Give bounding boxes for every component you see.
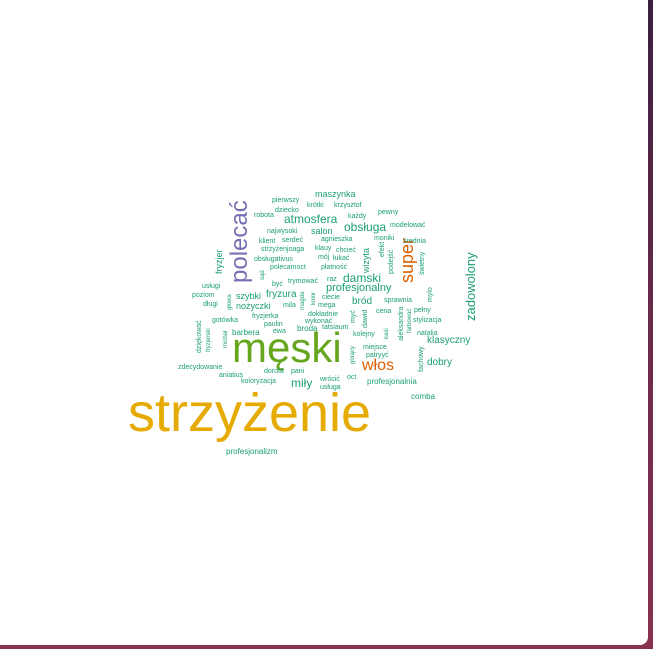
cloud-word: każdy: [348, 213, 367, 220]
cloud-word: łukać: [333, 255, 350, 262]
cloud-word: barbera: [232, 328, 260, 337]
cloud-word: męski: [232, 324, 342, 371]
cloud-word: ewa: [273, 328, 286, 335]
cloud-word: obsługativus: [254, 256, 293, 263]
cloud-word: fachowy: [418, 346, 425, 372]
cloud-word: pani: [291, 368, 305, 375]
cloud-word: obsługa: [344, 220, 387, 234]
cloud-word: włos: [362, 357, 395, 374]
cloud-word: gotówka: [212, 317, 239, 324]
cloud-word: nożyczki: [236, 301, 271, 311]
cloud-word: wykonać: [305, 318, 333, 325]
cloud-word: patryyć: [366, 352, 389, 359]
cloud-word: dawid: [362, 309, 369, 328]
cloud-word: szybki: [236, 291, 262, 301]
cloud-word: klient: [259, 238, 276, 245]
cloud-word: profesjonalnia: [367, 377, 417, 386]
cloud-word: wrócić: [320, 376, 340, 383]
cloud-word: ciecie: [322, 294, 340, 301]
cloud-word: dziękować: [196, 320, 203, 353]
cloud-word: bród: [352, 296, 373, 307]
cloud-word: pełny: [414, 307, 431, 314]
cloud-word: poziom: [192, 292, 215, 299]
cloud-word: dokładnie: [308, 311, 338, 318]
cloud-word: strzyżenjoaga: [261, 246, 305, 253]
cloud-word: długi: [203, 301, 218, 308]
cloud-word: agnieszka: [321, 236, 353, 243]
cloud-word: raz: [327, 276, 337, 283]
cloud-word: salon: [311, 226, 333, 236]
cloud-word: magda: [300, 291, 306, 310]
cloud-word: kolejny: [353, 331, 375, 338]
cloud-word: natalia: [417, 330, 438, 337]
cloud-word: damski: [343, 271, 382, 285]
cloud-word: usługa: [320, 384, 341, 391]
cloud-word: profesjonalny: [326, 282, 392, 294]
cloud-word: głowa: [227, 294, 233, 310]
cloud-word: koloryzacja: [241, 378, 277, 385]
cloud-word: fryzjer: [214, 249, 224, 275]
cloud-word: profesjonalizm: [226, 447, 278, 456]
cloud-word: mila: [283, 302, 296, 309]
cloud-word: tatsiaum: [322, 324, 349, 331]
cloud-word: kolor: [311, 291, 317, 305]
cloud-word: fryzura: [266, 289, 297, 300]
cloud-word: cena: [376, 308, 392, 315]
cloud-word: najwysoki: [267, 228, 298, 235]
cloud-word: polecać: [226, 200, 253, 283]
cloud-word: świetny: [419, 251, 426, 275]
cloud-word: dobry: [427, 357, 453, 368]
cloud-word: mój: [318, 254, 330, 261]
cloud-word: miejsce: [363, 344, 387, 351]
cloud-word: sprawnia: [384, 297, 413, 304]
cloud-word: pewny: [378, 209, 399, 216]
cloud-word: robota: [254, 212, 274, 219]
cloud-word: moniki: [374, 235, 395, 242]
cloud-word: miły: [291, 376, 313, 390]
cloud-word: myć: [350, 310, 357, 323]
cloud-word: mylo: [427, 287, 434, 302]
cloud-word: wizyta: [361, 247, 371, 273]
cloud-word: pierwszy: [272, 197, 300, 204]
cloud-word: atmosfera: [284, 212, 338, 226]
cloud-word: podejść: [388, 249, 395, 274]
cloud-word: płatność: [321, 264, 348, 271]
cloud-word: modelować: [390, 222, 426, 229]
cloud-word: oct: [347, 374, 357, 381]
cloud-word: dziecko: [275, 207, 299, 214]
cloud-word: krótki: [307, 202, 324, 209]
cloud-word: fryzjerski: [206, 328, 212, 352]
cloud-word: serdeć: [282, 237, 304, 244]
cloud-word: klasyczny: [427, 335, 471, 346]
cloud-word: polecamoct: [270, 264, 306, 271]
cloud-word: być: [272, 281, 283, 288]
cloud-word: chcieć: [336, 247, 356, 254]
cloud-word: dorota: [264, 368, 284, 375]
cloud-word: sąd: [260, 270, 266, 280]
cloud-word: aniatius: [219, 372, 244, 379]
cloud-word: strzyżenie: [128, 383, 372, 443]
cloud-word: zadowolony: [463, 252, 478, 321]
cloud-word: usługi: [202, 283, 221, 290]
cloud-word: stylizacja: [413, 317, 442, 324]
cloud-word: maszynka: [315, 189, 356, 199]
cloud-word: broda: [297, 324, 318, 333]
cloud-word: aleksandra: [398, 306, 405, 341]
cloud-word: michał: [223, 330, 229, 348]
cloud-word: fryzjerka: [252, 313, 279, 320]
cloud-word: mega: [318, 302, 336, 309]
cloud-word: średnia: [403, 238, 426, 245]
cloud-word: comba: [411, 392, 436, 401]
cloud-word: zdecydowanie: [178, 364, 223, 371]
cloud-word: efekt: [379, 241, 386, 257]
cloud-word: trymować: [288, 278, 318, 285]
cloud-word: paulin: [264, 321, 283, 328]
cloud-word: klauy: [315, 245, 332, 252]
cloud-word: kasi: [384, 328, 390, 339]
cloud-word: gorący: [350, 345, 356, 364]
cloud-word: farbować: [407, 308, 413, 333]
cloud-word: krzysztof: [334, 202, 362, 209]
